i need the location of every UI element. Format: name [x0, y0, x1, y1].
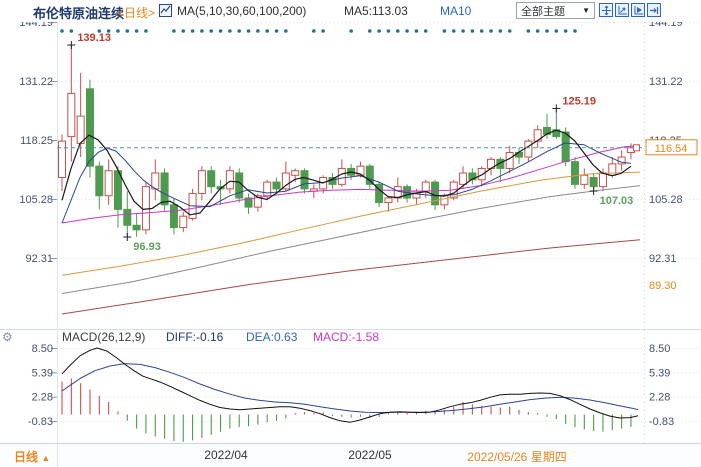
candle [95, 161, 104, 210]
zoom-axes-icon[interactable] [615, 3, 629, 17]
macd-axis-label: 5.39 [649, 367, 670, 379]
candle [104, 159, 113, 205]
ma100-line [61, 185, 641, 294]
macd-panel [61, 347, 639, 442]
chart-plot-area[interactable] [57, 22, 644, 443]
candle [132, 213, 141, 237]
candle [468, 168, 477, 185]
candle [197, 166, 206, 201]
candle [179, 211, 188, 233]
candle [580, 168, 589, 189]
diff-line [61, 347, 639, 423]
macd-header: ⚙ MACD(26,12,9) DIFF:-0.16 DEA:0.63 MACD… [0, 329, 701, 344]
price-axis-label: 92.31 [649, 253, 677, 265]
price-axis-label: 105.28 [649, 194, 683, 206]
candle [365, 163, 374, 189]
candle [496, 157, 505, 183]
last-price-marker [632, 144, 640, 152]
candle [300, 168, 309, 194]
period-tag: <日线> [117, 6, 156, 20]
price-axis-label: 131.22 [19, 76, 53, 88]
candlestick-series [58, 45, 635, 237]
candle [477, 166, 486, 187]
gear-icon[interactable]: ⚙ [2, 330, 13, 344]
macd-axis-label: -0.83 [649, 416, 674, 428]
ma200-line [61, 239, 641, 315]
svg-text:107.03: 107.03 [600, 195, 634, 207]
svg-text:139.13: 139.13 [77, 32, 111, 44]
moving-average-lines [61, 129, 641, 315]
chart-toolbar [599, 3, 661, 17]
signal-dot-row [60, 29, 577, 33]
axis-divider [57, 444, 58, 467]
svg-text:125.19: 125.19 [562, 95, 596, 107]
price-overlays: 139.13 96.93 125.19 107.03 [57, 32, 644, 253]
month-label: 2022/05 [348, 448, 392, 462]
time-axis-bar: 日线 ▲ 2022/04 2022/05 2022/05/26 星期四 [0, 443, 701, 467]
candle [253, 193, 262, 212]
price-annotation: 125.19 [552, 95, 596, 113]
macd-axis-label: 8.50 [32, 343, 53, 355]
candle [244, 193, 253, 214]
current-price-tag [645, 139, 698, 156]
price-axis-label: 118.25 [20, 135, 53, 147]
candle [281, 161, 290, 192]
candle [207, 166, 216, 194]
price-annotation: 96.93 [123, 232, 161, 253]
candle [225, 166, 234, 194]
symbol-name: 布伦特原油连续 [33, 6, 125, 21]
macd-dea-value: DEA:0.63 [246, 330, 298, 344]
selected-date-label: 2022/05/26 星期四 [467, 450, 567, 464]
play-forward-icon[interactable] [631, 3, 645, 17]
price-axis-label: 131.22 [649, 76, 683, 88]
candle [570, 157, 579, 189]
price-axis-label: 105.28 [19, 194, 53, 206]
chevron-down-icon: ▼ [582, 6, 590, 15]
gridlines [0, 22, 701, 443]
theme-dropdown[interactable]: 全部主题 ▼ [516, 2, 595, 19]
macd-params-label: MACD(26,12,9) [62, 330, 146, 344]
macd-axis-label: 2.28 [649, 392, 670, 404]
candle [533, 125, 542, 148]
chart-icon [159, 4, 172, 17]
macd-axis-label: 8.50 [649, 343, 670, 355]
macd-axis-label: -0.83 [28, 416, 53, 428]
dea-line [61, 363, 639, 413]
macd-diff-value: DIFF:-0.16 [166, 330, 224, 344]
price-annotation: 139.13 [67, 32, 111, 50]
ma10-value-label: MA10 [440, 4, 472, 18]
ma5-value-label: MA5:113.03 [344, 4, 408, 18]
ma5-line [61, 129, 632, 216]
candle [160, 168, 169, 212]
ma60-line [61, 171, 641, 276]
crosshair-icon[interactable] [599, 3, 613, 17]
ma-settings-label: MA(5,10,30,60,100,200) [177, 4, 307, 18]
current-price-value: 116.54 [655, 143, 688, 155]
ma30-line [61, 145, 641, 224]
price-annotation: 107.03 [589, 187, 634, 207]
macd-axis-label: 2.28 [32, 392, 53, 404]
month-label: 2022/04 [204, 448, 248, 462]
ma200-axis-value: 89.30 [649, 280, 677, 292]
theme-dropdown-label: 全部主题 [521, 5, 565, 18]
ma10-line [61, 142, 632, 224]
candle [67, 45, 76, 162]
candle [272, 177, 281, 194]
candle [375, 182, 384, 208]
macd-hist-value: MACD:-1.58 [313, 330, 380, 344]
candle [384, 195, 393, 212]
triangle-up-icon: ▲ [41, 453, 51, 463]
jump-latest-icon[interactable] [647, 3, 661, 17]
period-selector[interactable]: 日线 ▲ [14, 450, 51, 464]
macd-axis-label: 5.39 [32, 367, 53, 379]
candle [58, 134, 66, 192]
svg-text:96.93: 96.93 [133, 241, 161, 253]
price-axis-label: 92.31 [25, 253, 53, 265]
top-bar: 布伦特原油连续 <日线> MA(5,10,30,60,100,200) MA5:… [0, 0, 701, 22]
